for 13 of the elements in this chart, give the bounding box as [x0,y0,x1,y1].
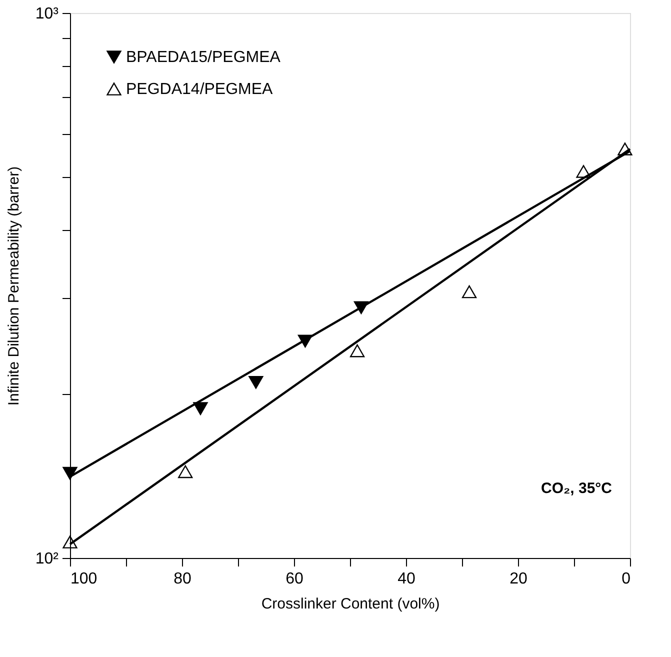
annotation: CO₂, 35°C [540,480,612,497]
y-tick-label: 10² [35,550,60,568]
x-tick-label: 0 [622,570,631,588]
y-axis-title: Infinite Dilution Permeability (barrer) [5,166,22,406]
x-tick-label: 80 [174,570,192,588]
x-axis-title: Crosslinker Content (vol%) [261,596,440,612]
x-tick-label: 60 [286,570,304,588]
x-tick-label: 20 [510,570,528,588]
x-tick-label: 40 [398,570,416,588]
legend-label: PEGDA14/PEGMEA [126,81,274,98]
y-tick-label: 10³ [35,6,60,22]
x-tick-label: 100 [70,570,98,588]
legend-label: BPAEDA15/PEGMEA [126,49,281,66]
